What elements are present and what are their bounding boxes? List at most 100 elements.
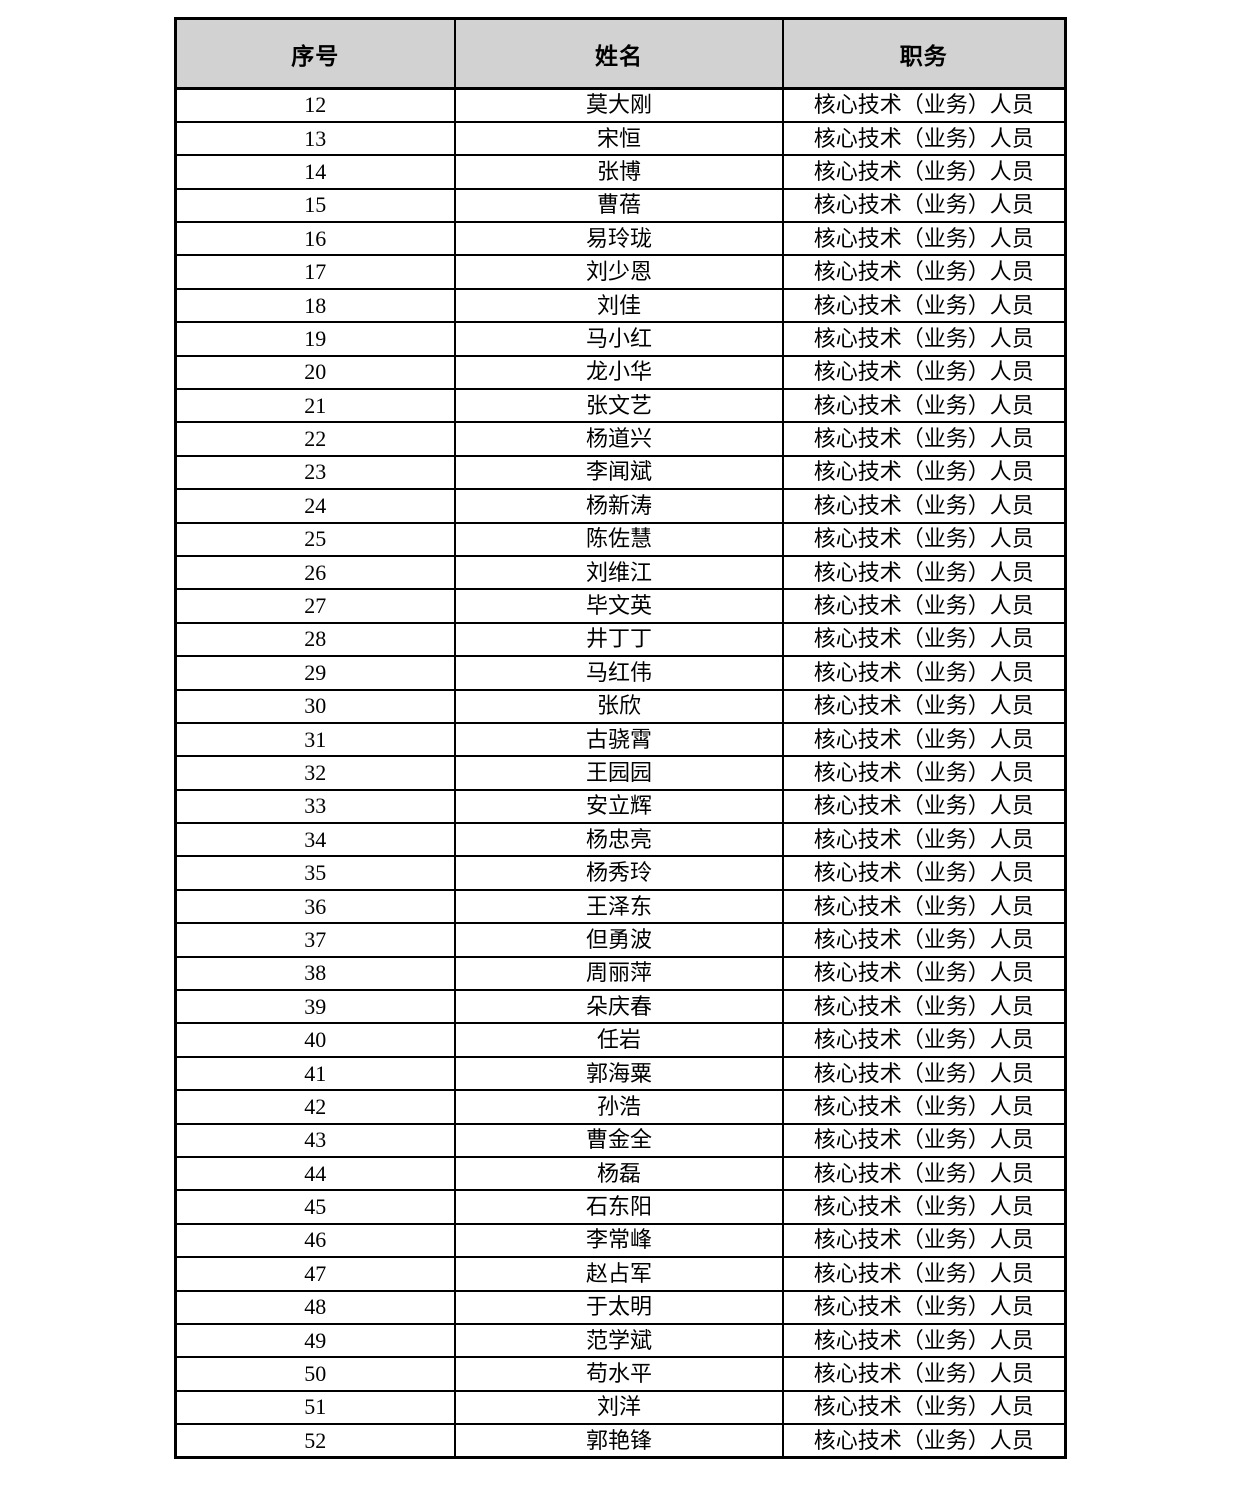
cell-serial-number: 37 (174, 922, 456, 958)
cell-serial-number: 33 (174, 788, 456, 825)
cell-name: 范学斌 (454, 1322, 784, 1359)
cell-name: 杨新涛 (454, 488, 784, 524)
header-position: 职务 (782, 17, 1066, 90)
table-row: 43 曹金全 核心技术（业务）人员 (174, 1122, 1066, 1159)
cell-position: 核心技术（业务）人员 (782, 1155, 1066, 1192)
cell-position: 核心技术（业务）人员 (782, 688, 1066, 724)
cell-name: 张欣 (454, 688, 784, 724)
cell-name: 周丽萍 (454, 955, 784, 992)
cell-position: 核心技术（业务）人员 (782, 989, 1066, 1025)
table-row: 15 曹蓓 核心技术（业务）人员 (174, 187, 1066, 224)
table-row: 45 石东阳 核心技术（业务）人员 (174, 1189, 1066, 1225)
table-row: 32 王园园 核心技术（业务）人员 (174, 755, 1066, 791)
table-row: 34 杨忠亮 核心技术（业务）人员 (174, 822, 1066, 858)
cell-position: 核心技术（业务）人员 (782, 1289, 1066, 1325)
cell-serial-number: 22 (174, 421, 456, 457)
table-row: 14 张博 核心技术（业务）人员 (174, 154, 1066, 190)
header-row: 序号 姓名 职务 (174, 17, 1066, 90)
cell-position: 核心技术（业务）人员 (782, 187, 1066, 224)
cell-name: 张博 (454, 154, 784, 190)
table-row: 21 张文艺 核心技术（业务）人员 (174, 388, 1066, 424)
table-row: 44 杨磊 核心技术（业务）人员 (174, 1155, 1066, 1192)
cell-position: 核心技术（业务）人员 (782, 521, 1066, 557)
cell-name: 陈佐慧 (454, 521, 784, 557)
cell-position: 核心技术（业务）人员 (782, 421, 1066, 457)
cell-serial-number: 32 (174, 755, 456, 791)
cell-name: 任岩 (454, 1022, 784, 1058)
cell-serial-number: 13 (174, 120, 456, 157)
cell-position: 核心技术（业务）人员 (782, 1189, 1066, 1225)
cell-name: 马红伟 (454, 655, 784, 691)
cell-serial-number: 47 (174, 1256, 456, 1292)
table-row: 52 郭艳锋 核心技术（业务）人员 (174, 1423, 1066, 1459)
cell-name: 安立辉 (454, 788, 784, 825)
cell-serial-number: 38 (174, 955, 456, 992)
table-row: 39 朵庆春 核心技术（业务）人员 (174, 989, 1066, 1025)
cell-position: 核心技术（业务）人员 (782, 888, 1066, 925)
header-name: 姓名 (454, 17, 784, 90)
table-row: 12 莫大刚 核心技术（业务）人员 (174, 87, 1066, 123)
cell-serial-number: 42 (174, 1089, 456, 1125)
cell-name: 张文艺 (454, 388, 784, 424)
cell-serial-number: 52 (174, 1423, 456, 1459)
cell-name: 郭海粟 (454, 1055, 784, 1092)
table-row: 51 刘洋 核心技术（业务）人员 (174, 1389, 1066, 1426)
cell-position: 核心技术（业务）人员 (782, 1423, 1066, 1459)
table-row: 23 李闻斌 核心技术（业务）人员 (174, 454, 1066, 491)
cell-name: 刘佳 (454, 287, 784, 324)
table-row: 26 刘维江 核心技术（业务）人员 (174, 554, 1066, 591)
table-row: 40 任岩 核心技术（业务）人员 (174, 1022, 1066, 1058)
cell-position: 核心技术（业务）人员 (782, 388, 1066, 424)
cell-serial-number: 18 (174, 287, 456, 324)
table-row: 24 杨新涛 核心技术（业务）人员 (174, 488, 1066, 524)
cell-name: 于太明 (454, 1289, 784, 1325)
cell-name: 石东阳 (454, 1189, 784, 1225)
cell-name: 孙浩 (454, 1089, 784, 1125)
cell-name: 但勇波 (454, 922, 784, 958)
cell-position: 核心技术（业务）人员 (782, 1122, 1066, 1159)
cell-serial-number: 12 (174, 87, 456, 123)
cell-position: 核心技术（业务）人员 (782, 321, 1066, 357)
cell-serial-number: 39 (174, 989, 456, 1025)
cell-position: 核心技术（业务）人员 (782, 454, 1066, 491)
cell-serial-number: 48 (174, 1289, 456, 1325)
cell-serial-number: 26 (174, 554, 456, 591)
cell-name: 杨忠亮 (454, 822, 784, 858)
cell-serial-number: 41 (174, 1055, 456, 1092)
header-serial-number: 序号 (174, 17, 456, 90)
cell-serial-number: 49 (174, 1322, 456, 1359)
cell-serial-number: 35 (174, 855, 456, 891)
cell-serial-number: 50 (174, 1356, 456, 1392)
table-row: 38 周丽萍 核心技术（业务）人员 (174, 955, 1066, 992)
cell-name: 李常峰 (454, 1222, 784, 1259)
table-row: 16 易玲珑 核心技术（业务）人员 (174, 221, 1066, 257)
table-row: 48 于太明 核心技术（业务）人员 (174, 1289, 1066, 1325)
cell-name: 曹蓓 (454, 187, 784, 224)
table-row: 50 苟水平 核心技术（业务）人员 (174, 1356, 1066, 1392)
table-row: 19 马小红 核心技术（业务）人员 (174, 321, 1066, 357)
cell-position: 核心技术（业务）人员 (782, 1322, 1066, 1359)
cell-name: 曹金全 (454, 1122, 784, 1159)
cell-serial-number: 29 (174, 655, 456, 691)
cell-position: 核心技术（业务）人员 (782, 788, 1066, 825)
cell-serial-number: 45 (174, 1189, 456, 1225)
table-row: 49 范学斌 核心技术（业务）人员 (174, 1322, 1066, 1359)
cell-position: 核心技术（业务）人员 (782, 354, 1066, 391)
cell-name: 井丁丁 (454, 621, 784, 658)
cell-name: 杨磊 (454, 1155, 784, 1192)
table-row: 18 刘佳 核心技术（业务）人员 (174, 287, 1066, 324)
table-row: 36 王泽东 核心技术（业务）人员 (174, 888, 1066, 925)
table-row: 29 马红伟 核心技术（业务）人员 (174, 655, 1066, 691)
cell-serial-number: 23 (174, 454, 456, 491)
table-row: 41 郭海粟 核心技术（业务）人员 (174, 1055, 1066, 1092)
cell-serial-number: 43 (174, 1122, 456, 1159)
table-row: 37 但勇波 核心技术（业务）人员 (174, 922, 1066, 958)
cell-serial-number: 14 (174, 154, 456, 190)
cell-position: 核心技术（业务）人员 (782, 655, 1066, 691)
cell-serial-number: 27 (174, 588, 456, 624)
table-row: 25 陈佐慧 核心技术（业务）人员 (174, 521, 1066, 557)
cell-name: 宋恒 (454, 120, 784, 157)
table-row: 13 宋恒 核心技术（业务）人员 (174, 120, 1066, 157)
cell-position: 核心技术（业务）人员 (782, 588, 1066, 624)
cell-position: 核心技术（业务）人员 (782, 488, 1066, 524)
